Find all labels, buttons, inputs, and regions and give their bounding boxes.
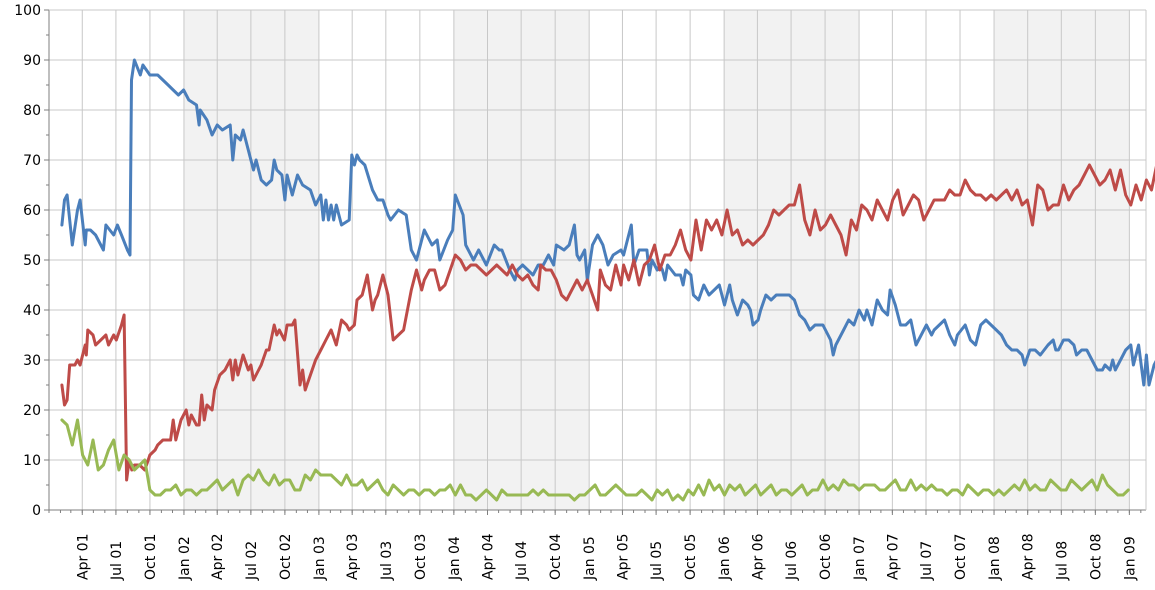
- y-tick-label: 20: [23, 403, 41, 419]
- x-tick-label: Jul 02: [244, 541, 260, 581]
- x-tick-label: Jul 06: [784, 541, 800, 581]
- x-tick-label: Jan 04: [447, 536, 463, 581]
- x-tick-label: Jan 05: [582, 536, 598, 581]
- axes-group: [44, 9, 1147, 515]
- x-tick-label: Jul 07: [919, 541, 935, 581]
- x-tick-label: Oct 05: [683, 534, 699, 580]
- series-group: [60, 58, 1155, 502]
- x-tick-label: Apr 06: [750, 533, 766, 580]
- x-tick-label: Apr 03: [345, 534, 361, 580]
- y-tick-label: 80: [23, 103, 41, 119]
- x-tick-label: Jan 06: [717, 536, 733, 581]
- x-tick-label: Apr 04: [481, 533, 497, 580]
- x-tick-label: Jan 02: [177, 536, 193, 581]
- y-tick-label: 70: [23, 153, 41, 169]
- x-tick-label: Oct 01: [143, 534, 159, 580]
- x-tick-label: Jul 01: [109, 541, 125, 581]
- x-tick-label: Oct 03: [413, 534, 429, 580]
- y-tick-label: 10: [23, 453, 41, 469]
- x-tick-label: Oct 07: [953, 534, 969, 580]
- x-tick-label: Apr 01: [75, 534, 91, 580]
- x-tick-label: Apr 07: [885, 534, 901, 580]
- x-tick-label: Oct 02: [278, 534, 294, 580]
- x-tick-label: Jan 08: [987, 536, 1003, 581]
- x-tick-label: Apr 02: [210, 534, 226, 580]
- x-tick-label: Oct 04: [548, 533, 564, 580]
- x-tick-label: Apr 08: [1021, 534, 1037, 580]
- x-tick-label: Jan 09: [1122, 536, 1138, 581]
- x-tick-label: Jul 04: [514, 541, 530, 581]
- y-tick-label: 50: [23, 253, 41, 269]
- y-tick-label: 0: [32, 503, 41, 519]
- x-tick-label: Oct 06: [818, 533, 834, 580]
- series-line-3: [60, 418, 1130, 502]
- y-tick-label: 100: [14, 3, 41, 19]
- y-tick-label: 60: [23, 203, 41, 219]
- x-tick-label: Jul 08: [1054, 541, 1070, 581]
- x-tick-label: Jul 05: [649, 541, 665, 581]
- tick-label-group: 0 10 20 30 40 50 60 70 80 90 100 Apr 01 Jul 01 Oct 01…: [14, 3, 1138, 581]
- y-tick-label: 30: [23, 353, 41, 369]
- y-tick-label: 40: [23, 303, 41, 319]
- x-tick-label: Jul 03: [379, 541, 395, 581]
- x-tick-label: Jan 07: [852, 536, 868, 581]
- x-tick-label: Apr 05: [615, 534, 631, 580]
- y-tick-label: 90: [23, 53, 41, 69]
- x-tick-label: Oct 08: [1088, 534, 1104, 580]
- x-tick-label: Jan 03: [312, 536, 328, 581]
- series-line-1: [60, 58, 1155, 387]
- series-line-2: [60, 163, 1155, 482]
